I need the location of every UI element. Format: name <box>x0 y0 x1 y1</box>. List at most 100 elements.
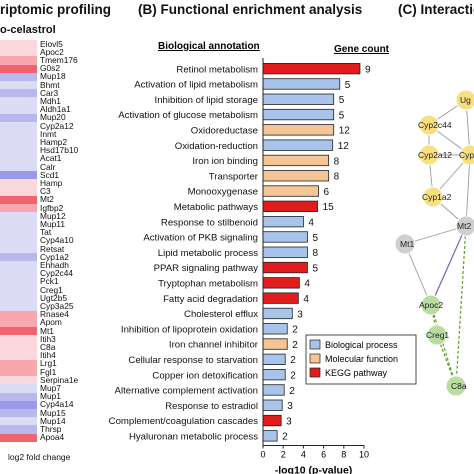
gene-label: Lrg1 <box>40 358 57 369</box>
gene-count-label: 8 <box>312 248 318 259</box>
gene-label: Inmt <box>40 128 57 139</box>
x-tick-label: 0 <box>260 450 265 460</box>
gene-label: Itih3 <box>40 333 56 344</box>
gene-label: Mup1 <box>40 391 61 402</box>
gene-label: Tmem176 <box>40 54 78 65</box>
category-label: Transporter <box>209 171 259 182</box>
category-label: Lipid metabolic process <box>158 248 258 259</box>
heatmap-cell <box>0 286 37 295</box>
network-node-label: Cyp1a2 <box>422 192 452 202</box>
category-label: Hyaluronan metabolic process <box>129 431 258 442</box>
heatmap-cell <box>0 138 37 147</box>
gene-count-label: 8 <box>334 156 340 167</box>
network-node-label: Cyp <box>459 150 474 160</box>
heatmap-cell <box>0 294 37 303</box>
gene-label: Mup7 <box>40 382 61 393</box>
gene-label: Mup18 <box>40 71 66 82</box>
heatmap-cell <box>0 417 37 426</box>
heatmap-cell <box>0 253 37 262</box>
heatmap-cell <box>0 212 37 221</box>
x-tick-label: 2 <box>281 450 286 460</box>
colorbar-caption: log2 fold change <box>8 452 71 462</box>
gene-label: Igfbp2 <box>40 202 64 213</box>
gene-count-label: 3 <box>286 416 292 427</box>
gene-label: Hamp <box>40 177 63 188</box>
heatmap-cell <box>0 384 37 393</box>
heatmap-cell <box>0 72 37 82</box>
heatmap-cell <box>0 195 37 205</box>
gene-label: Cyp1a2 <box>40 251 69 262</box>
count-header: Gene count <box>334 44 390 55</box>
network-node-label: Ug <box>460 95 471 105</box>
heatmap-cell <box>0 392 37 402</box>
category-label: Retinol metabolism <box>176 64 258 75</box>
category-label: Alternative complement activation <box>115 386 258 397</box>
gene-count-label: 5 <box>339 95 345 106</box>
heatmap-cell <box>0 245 37 254</box>
heatmap-cell <box>0 171 37 180</box>
heatmap-cell <box>0 89 37 98</box>
legend-label: Molecular function <box>325 354 398 364</box>
gene-label: Apoc2 <box>40 46 64 57</box>
gene-label: Cyp4a14 <box>40 399 74 410</box>
gene-label: Bhmt <box>40 79 60 90</box>
heatmap-cell <box>0 400 37 410</box>
heatmap-cell <box>0 327 37 336</box>
heatmap <box>0 40 37 443</box>
heatmap-cell <box>0 154 37 164</box>
heatmap-cell <box>0 64 37 74</box>
gene-count-label: 15 <box>323 202 335 213</box>
gene-label: Serpina1e <box>40 374 79 385</box>
gene-label: Scd1 <box>40 169 60 180</box>
network-node <box>455 215 474 237</box>
heatmap-cell <box>0 228 37 238</box>
category-label: Monooxygenase <box>188 187 258 198</box>
category-label: Metabolic pathways <box>174 202 258 213</box>
heatmap-cell <box>0 310 37 320</box>
gene-label: Cyp3a25 <box>40 300 74 311</box>
legend-label: KEGG pathway <box>325 368 388 378</box>
gene-count-label: 5 <box>339 110 345 121</box>
x-tick-label: 6 <box>321 450 326 460</box>
gene-label: Tat <box>40 227 52 238</box>
gene-label: Thrsp <box>40 423 62 434</box>
heatmap-cell <box>0 179 37 188</box>
panel-c-title: (C) Interactio <box>398 2 474 17</box>
network-node-label: Mt1 <box>400 239 414 249</box>
gene-label: Creg1 <box>40 284 63 295</box>
gene-count-label: 2 <box>290 370 296 381</box>
gene-label: Hamp2 <box>40 136 67 147</box>
gene-label: Ehhadh <box>40 259 69 270</box>
heatmap-cell <box>0 343 37 352</box>
gene-label: Hsd17b10 <box>40 145 79 156</box>
heatmap-cell <box>0 105 37 115</box>
heatmap-cell <box>0 433 37 443</box>
gene-count-label: 12 <box>338 141 350 152</box>
gene-label: Rnase4 <box>40 309 69 320</box>
heatmap-cell <box>0 409 37 418</box>
gene-label: C8a <box>40 341 56 352</box>
gene-count-label: 3 <box>287 401 293 412</box>
network-node-label: Cyp2c44 <box>418 120 452 130</box>
gene-label: Mup14 <box>40 415 66 426</box>
category-label: Copper ion detoxification <box>152 370 258 381</box>
heatmap-cell <box>0 163 37 172</box>
legend-box <box>305 334 417 385</box>
category-label: Inhibition of lipid storage <box>155 95 258 106</box>
network-node <box>445 375 467 397</box>
gene-count-label: 4 <box>304 279 310 290</box>
heatmap-cell <box>0 351 37 361</box>
gene-count-label: 4 <box>303 294 309 305</box>
network-node <box>420 294 442 316</box>
gene-label: Mdh1 <box>40 95 61 106</box>
gene-label: Mup20 <box>40 112 66 123</box>
heatmap-cell <box>0 368 37 377</box>
heatmap-cell <box>0 302 37 311</box>
heatmap-cell <box>0 81 37 90</box>
gene-count-label: 2 <box>290 355 296 366</box>
heatmap-cell <box>0 269 37 279</box>
heatmap-cell <box>0 122 37 131</box>
legend-swatch <box>309 353 321 364</box>
heatmap-cell <box>0 220 37 229</box>
gene-label: Mup11 <box>40 218 65 229</box>
